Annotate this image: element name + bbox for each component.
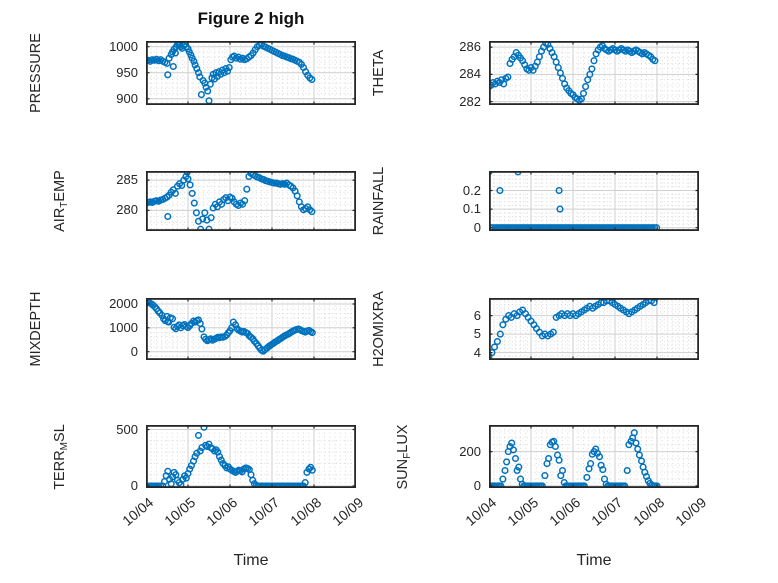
- y-tick-label: 282: [459, 93, 481, 109]
- subplot-air-temp: [146, 171, 356, 231]
- major-grid: [489, 425, 699, 488]
- y-axis-label-mixdepth: MIXDEPTH: [25, 254, 47, 404]
- y-tick-label: 0: [473, 219, 481, 235]
- y-tick-label: 0.2: [462, 182, 481, 198]
- major-grid: [489, 298, 699, 360]
- axis-box: [146, 41, 356, 105]
- y-tick-label: 6: [473, 307, 481, 323]
- ylabel-text: SL: [52, 423, 68, 442]
- subplot-pressure: [146, 41, 356, 105]
- minor-grid: [489, 41, 699, 105]
- scatter-points: [489, 41, 659, 104]
- axis-box: [489, 298, 699, 360]
- subplot-mixdepth: [146, 298, 356, 360]
- subplot-sun-flux: [489, 425, 699, 488]
- ylabel-text: LUX: [395, 424, 411, 453]
- ylabel-text: H2OMIXRA: [371, 291, 387, 367]
- major-grid: [146, 171, 356, 231]
- tick-marks: [489, 41, 699, 105]
- y-tick-label: 900: [116, 90, 138, 106]
- ylabel-text: AIR: [52, 207, 68, 232]
- major-grid: [146, 425, 356, 488]
- ylabel-text: THETA: [371, 49, 387, 97]
- ylabel-subscript: F: [402, 452, 413, 459]
- y-tick-label: 0: [130, 477, 138, 493]
- y-tick-label: 2000: [109, 295, 138, 311]
- y-tick-label: 280: [116, 202, 138, 218]
- subplot-rainfall: [489, 171, 699, 231]
- y-tick-label: 950: [116, 64, 138, 80]
- ylabel-text: TERR: [52, 449, 68, 490]
- axis-box: [146, 298, 356, 360]
- ylabel-text: PRESSURE: [28, 33, 44, 113]
- y-axis-label-h2omixra: H2OMIXRA: [368, 254, 390, 404]
- ylabel-text: SUN: [395, 458, 411, 489]
- y-tick-label: 200: [459, 443, 481, 459]
- subplot-terr-msl: [146, 425, 356, 488]
- axis-box: [146, 171, 356, 231]
- y-tick-label: 5: [473, 326, 481, 342]
- axis-box: [489, 41, 699, 105]
- figure-title: Figure 2 high: [197, 9, 305, 28]
- tick-marks: [489, 171, 699, 231]
- scatter-points: [489, 171, 661, 231]
- ylabel-text: MIXDEPTH: [28, 291, 44, 367]
- y-tick-label: 0: [473, 477, 481, 493]
- major-grid: [489, 171, 699, 231]
- ylabel-subscript: T: [59, 201, 70, 208]
- y-tick-label: 4: [473, 344, 481, 360]
- y-tick-label: 286: [459, 39, 481, 55]
- y-axis-label-terr-msl: TERRMSL: [49, 382, 71, 532]
- y-tick-label: 285: [116, 172, 138, 188]
- minor-grid: [489, 171, 699, 231]
- scatter-points: [146, 298, 316, 355]
- ylabel-text: EMP: [52, 170, 68, 202]
- y-tick-label: 284: [459, 66, 481, 82]
- ylabel-text: RAINFALL: [371, 166, 387, 236]
- scatter-points: [146, 425, 316, 488]
- y-axis-label-sun-flux: SUNFLUX: [392, 382, 414, 532]
- x-axis-title: Time: [576, 552, 612, 569]
- scatter-points: [146, 41, 316, 105]
- y-axis-label-pressure: PRESSURE: [25, 0, 47, 148]
- x-axis-title: Time: [233, 552, 269, 569]
- axis-box: [146, 425, 356, 488]
- scatter-points: [489, 429, 661, 488]
- major-grid: [489, 41, 699, 105]
- y-tick-label: 0: [130, 343, 138, 359]
- y-axis-label-air-temp: AIRTEMP: [49, 126, 71, 276]
- y-tick-label: 0.1: [462, 201, 481, 217]
- subplot-h2omixra: [489, 298, 699, 360]
- scatter-points: [146, 171, 316, 231]
- ylabel-subscript: M: [59, 441, 70, 450]
- y-tick-label: 1000: [109, 38, 138, 54]
- axis-box: [489, 425, 699, 488]
- y-tick-label: 1000: [109, 319, 138, 335]
- axis-box: [489, 171, 699, 231]
- subplot-theta: [489, 41, 699, 105]
- y-tick-label: 500: [116, 421, 138, 437]
